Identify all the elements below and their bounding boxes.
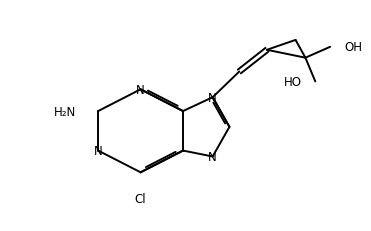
Text: N: N (94, 144, 102, 157)
Text: N: N (136, 83, 145, 96)
Text: Cl: Cl (135, 192, 147, 205)
Text: OH: OH (344, 41, 362, 54)
Text: N: N (208, 150, 217, 163)
Text: H₂N: H₂N (54, 105, 76, 118)
Text: HO: HO (283, 76, 302, 88)
Text: N: N (208, 91, 217, 104)
